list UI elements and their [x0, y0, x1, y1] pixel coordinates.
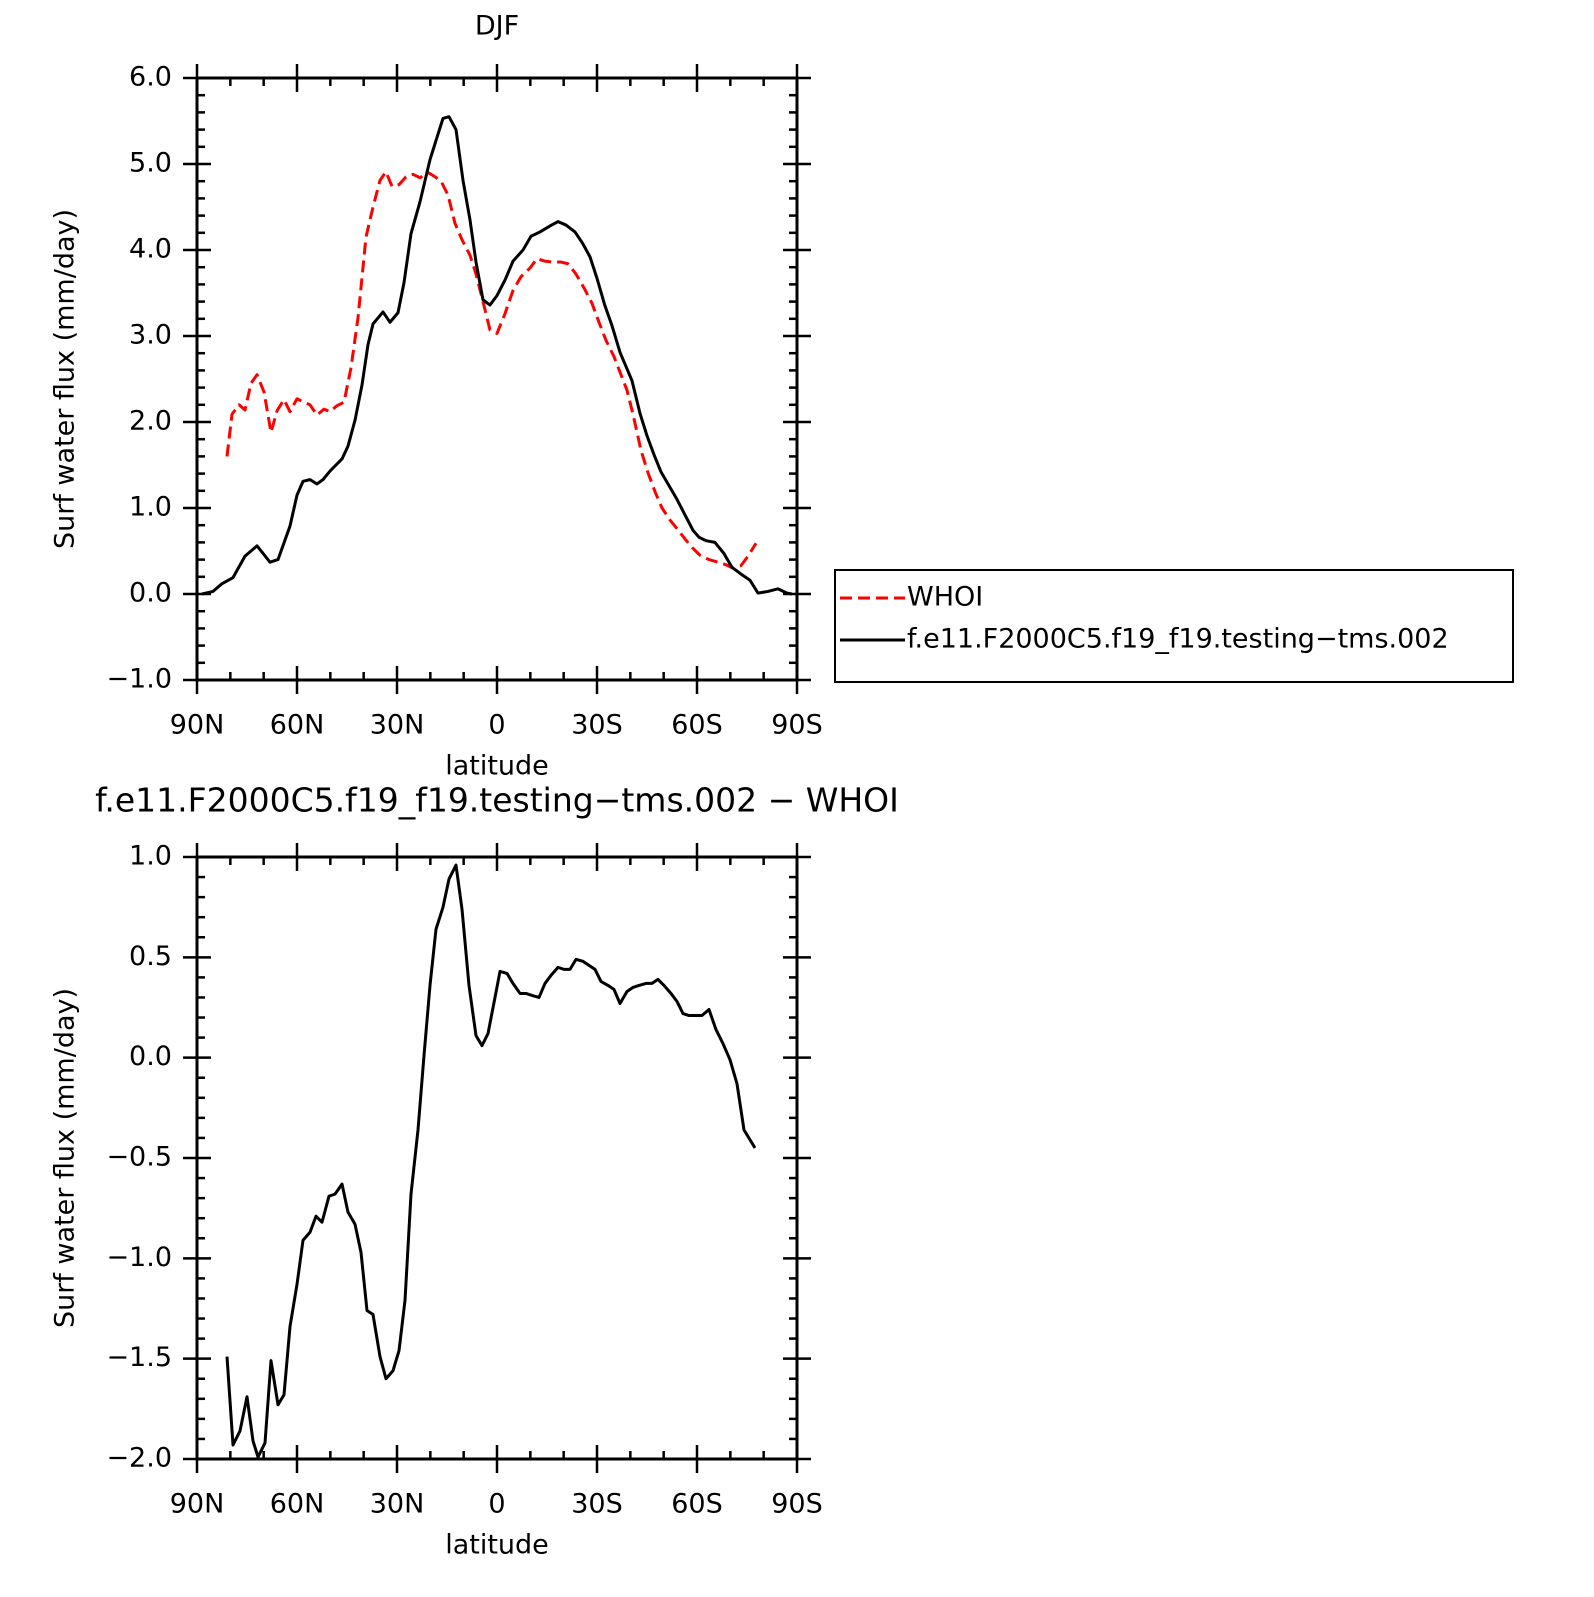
- y-tick-label: 1.0: [129, 841, 172, 872]
- x-tick-label: 90N: [170, 1489, 225, 1520]
- y-tick-label: 1.0: [129, 492, 172, 523]
- data-line: [225, 863, 757, 1459]
- x-tick-label: 30N: [370, 1489, 425, 1520]
- x-tick-label: 60S: [671, 1489, 723, 1520]
- x-tick-label: 30S: [571, 710, 623, 741]
- x-tick-label: 30N: [370, 710, 425, 741]
- legend-label: WHOI: [907, 582, 983, 613]
- x-tick-label: 30S: [571, 1489, 623, 1520]
- y-axis-label: Surf water flux (mm/day): [50, 209, 81, 549]
- x-tick-label: 60S: [671, 710, 723, 741]
- y-axis-label: Surf water flux (mm/day): [50, 988, 81, 1328]
- x-tick-label: 0: [488, 1489, 505, 1520]
- y-tick-label: −2.0: [106, 1443, 172, 1474]
- x-tick-label: 90S: [771, 1489, 823, 1520]
- y-tick-label: 6.0: [129, 62, 172, 93]
- y-tick-label: −1.0: [106, 664, 172, 695]
- y-tick-label: 5.0: [129, 148, 172, 179]
- y-tick-label: −1.5: [106, 1342, 172, 1373]
- y-tick-label: 0.0: [129, 1041, 172, 1072]
- x-tick-label: 0: [488, 710, 505, 741]
- x-axis-label: latitude: [445, 1530, 549, 1561]
- x-axis-label: latitude: [445, 751, 549, 782]
- x-tick-label: 90N: [170, 710, 225, 741]
- data-line: [201, 115, 793, 596]
- y-tick-label: 0.0: [129, 578, 172, 609]
- y-tick-label: 4.0: [129, 234, 172, 265]
- y-tick-label: 3.0: [129, 320, 172, 351]
- x-tick-label: 60N: [270, 1489, 325, 1520]
- y-tick-label: 2.0: [129, 406, 172, 437]
- x-tick-label: 60N: [270, 710, 325, 741]
- chart-title: f.e11.F2000C5.f19_f19.testing−tms.002 − …: [95, 781, 899, 820]
- plot-frame: [195, 76, 799, 682]
- data-line: [225, 170, 758, 570]
- y-tick-label: 0.5: [129, 941, 172, 972]
- y-tick-label: −1.0: [106, 1242, 172, 1273]
- chart-title: DJF: [475, 11, 519, 42]
- y-tick-label: −0.5: [106, 1142, 172, 1173]
- legend-box: [834, 569, 1514, 683]
- x-tick-label: 90S: [771, 710, 823, 741]
- legend-label: f.e11.F2000C5.f19_f19.testing−tms.002: [907, 624, 1449, 655]
